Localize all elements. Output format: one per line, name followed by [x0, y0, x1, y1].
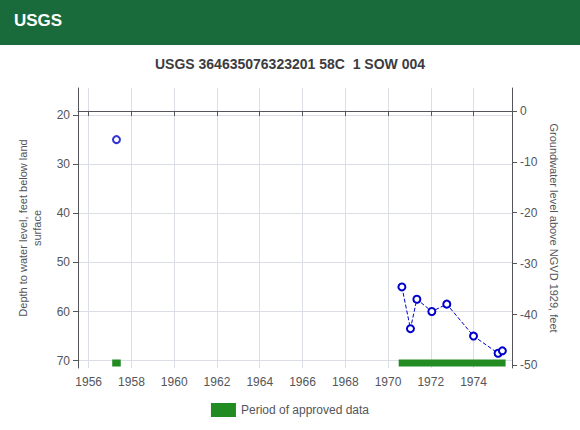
svg-text:1960: 1960 [161, 375, 188, 389]
svg-text:1968: 1968 [332, 375, 359, 389]
svg-text:1958: 1958 [118, 375, 145, 389]
svg-text:Period of approved data: Period of approved data [241, 403, 369, 417]
svg-text:1966: 1966 [289, 375, 316, 389]
svg-text:60: 60 [57, 305, 71, 319]
svg-text:Depth to water level, feet bel: Depth to water level, feet below land [17, 139, 29, 316]
svg-text:-20: -20 [520, 206, 538, 220]
svg-text:-50: -50 [520, 358, 538, 372]
svg-text:70: 70 [57, 354, 71, 368]
svg-text:1970: 1970 [375, 375, 402, 389]
svg-text:1956: 1956 [75, 375, 102, 389]
svg-text:0: 0 [520, 104, 527, 118]
svg-text:USGS: USGS [14, 11, 62, 30]
svg-text:-40: -40 [520, 308, 538, 322]
svg-text:USGS 364635076323201 58C 1 SO: USGS 364635076323201 58C 1 SOW 004 [155, 56, 425, 72]
svg-text:1964: 1964 [246, 375, 273, 389]
svg-text:Groundwater level above NGVD 1: Groundwater level above NGVD 1929, feet [548, 123, 560, 332]
svg-text:1972: 1972 [417, 375, 444, 389]
svg-text:20: 20 [57, 108, 71, 122]
svg-text:1962: 1962 [204, 375, 231, 389]
svg-text:-30: -30 [520, 257, 538, 271]
svg-text:1974: 1974 [460, 375, 487, 389]
svg-text:30: 30 [57, 157, 71, 171]
svg-text:-10: -10 [520, 155, 538, 169]
svg-text:50: 50 [57, 255, 71, 269]
svg-text:40: 40 [57, 206, 71, 220]
svg-text:surface: surface [31, 210, 43, 246]
